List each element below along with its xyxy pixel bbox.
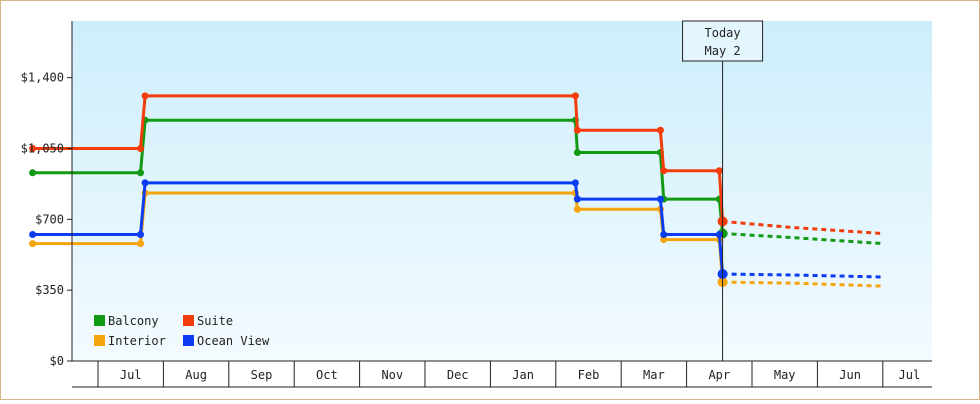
legend-swatch [183,315,194,326]
data-point [137,231,145,239]
x-tick-label: Jun [839,368,861,382]
x-tick-label: Oct [316,368,338,382]
data-point [137,240,145,248]
plot-area [72,21,932,361]
data-point [660,231,668,239]
data-point [137,145,145,152]
x-tick-label: Dec [447,368,469,382]
x-tick-label: Aug [185,368,207,382]
data-point [141,179,149,187]
data-point [656,126,664,134]
data-point [571,179,579,187]
x-tick-label: Nov [381,368,403,382]
y-tick-label: $350 [35,283,64,297]
data-point [573,205,581,213]
legend-label: Balcony [108,314,159,328]
x-tick-label: Jul [120,368,142,382]
data-point [29,145,37,152]
y-tick-label: $700 [35,212,64,226]
data-point [715,231,723,239]
x-tick-label: Sep [251,368,273,382]
data-point [29,231,37,239]
data-point [141,92,149,100]
legend-swatch [183,335,194,346]
today-label: Today [705,26,741,40]
x-tick-label: May [774,368,796,382]
series-forecast-line [722,280,883,288]
data-point [715,167,723,175]
data-point [660,236,668,244]
legend-label: Interior [108,334,166,348]
data-point [29,240,37,248]
data-point [571,92,579,100]
today-date: May 2 [705,44,741,58]
y-tick-label: $1,050 [21,142,64,156]
series-forecast-line [722,219,883,235]
x-tick-label: Apr [708,368,730,382]
legend-swatch [94,315,105,326]
x-tick-label: Feb [578,368,600,382]
series-suite [29,92,883,235]
today-box [682,20,764,62]
data-point [29,169,37,177]
y-tick-label: $0 [50,354,64,368]
data-point [573,195,581,203]
data-point [573,126,581,134]
series-forecast-line [722,232,883,246]
legend-swatch [94,335,105,346]
y-tick-label: $1,400 [21,71,64,85]
x-tick-label: Jan [512,368,534,382]
data-point [660,167,668,175]
series-forecast-line [722,272,883,279]
series-ocean-view [29,179,883,279]
series-balcony [29,116,883,246]
data-point [656,195,664,203]
x-tick-label: Jul [899,368,921,382]
data-point [573,149,581,157]
x-tick-label: Mar [643,368,665,382]
legend: Balcony Suite Interior Ocean View [94,314,270,348]
data-point [137,169,145,177]
legend-label: Suite [197,314,233,328]
legend-label: Ocean View [197,334,270,348]
